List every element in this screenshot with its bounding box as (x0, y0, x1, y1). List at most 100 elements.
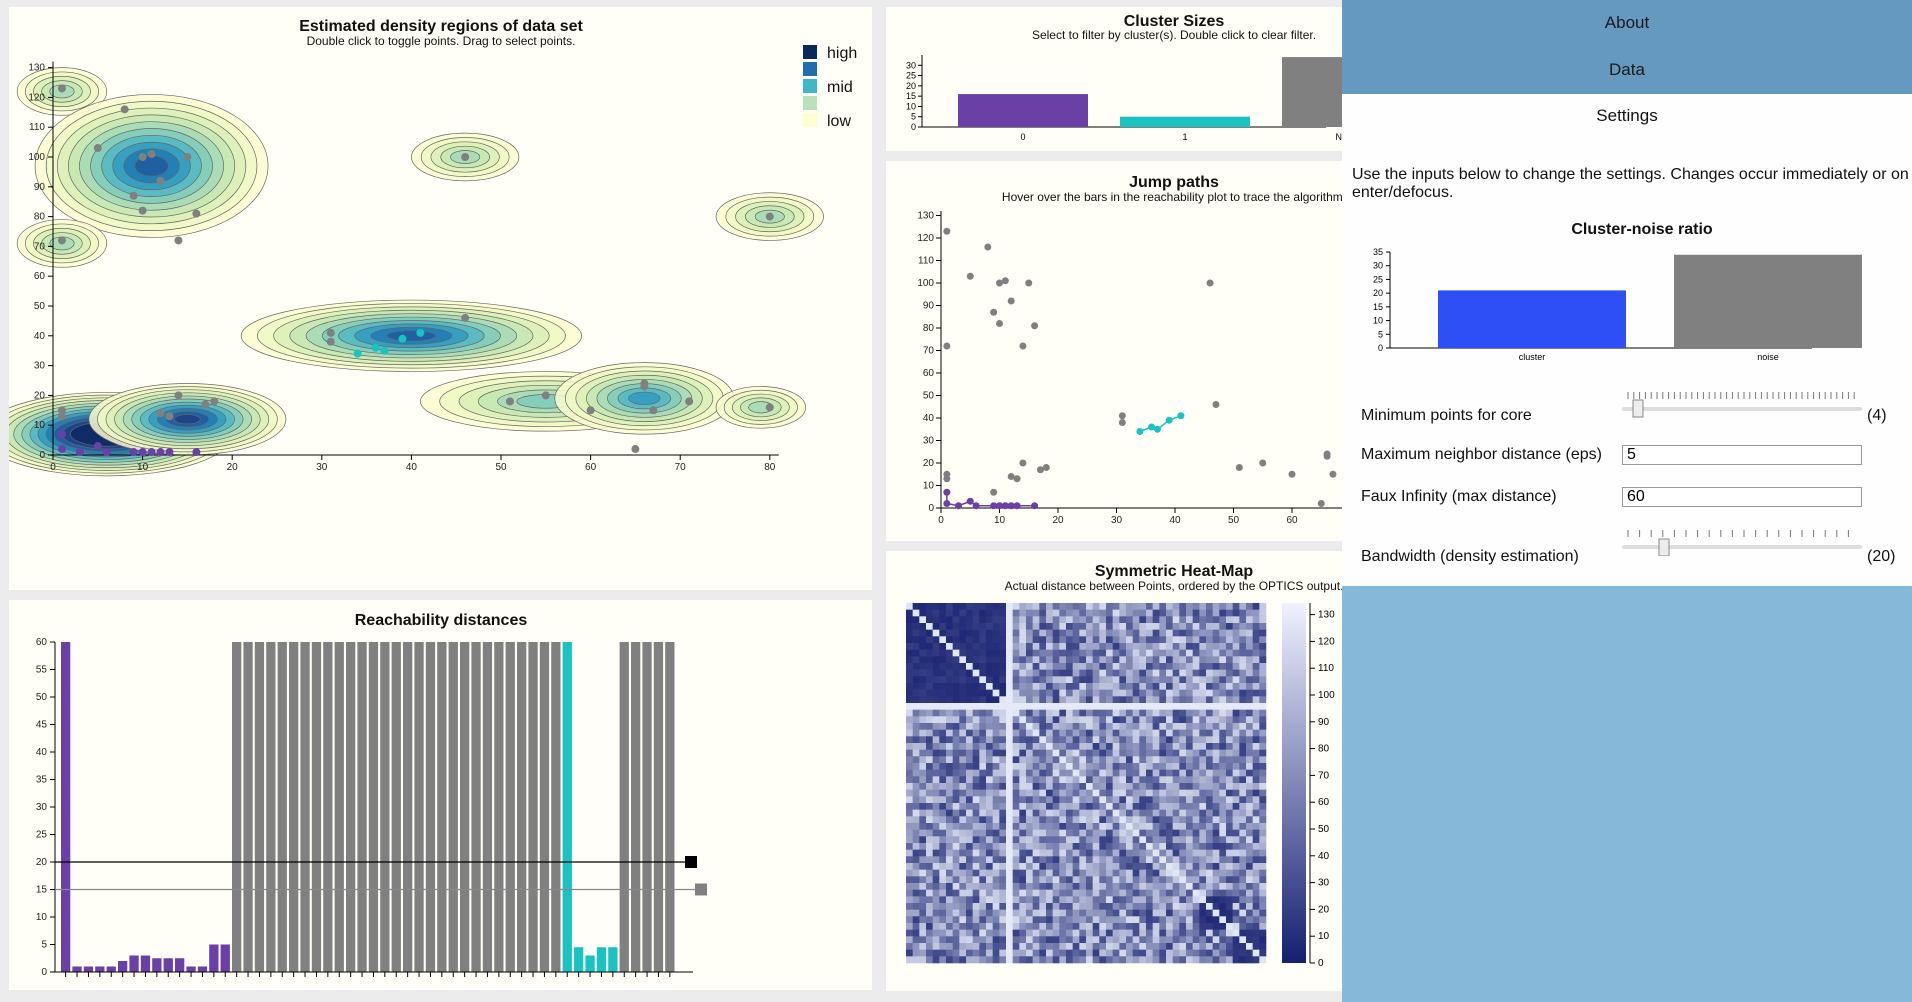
jump-paths-plot[interactable]: 0102030405060708001020304050607080901001… (917, 211, 1346, 527)
heatmap-cell (1046, 870, 1053, 877)
heatmap-cell (1026, 856, 1033, 863)
cluster-sizes-bars[interactable]: 05101520253001Noise (906, 55, 1346, 142)
heatmap-cell (973, 883, 980, 890)
heatmap-cell (1226, 623, 1233, 630)
menu-settings[interactable]: Settings (1342, 94, 1912, 138)
eps-input[interactable] (1622, 445, 1862, 465)
heatmap-cell (1146, 870, 1153, 877)
heatmap-cell (1193, 676, 1200, 683)
heatmap-cell (1179, 730, 1186, 737)
data-point (640, 382, 648, 390)
heatmap-cell (1179, 723, 1186, 730)
heatmap-cell (1013, 823, 1020, 830)
menu-about[interactable]: About (1342, 0, 1912, 46)
heatmap-cell (919, 910, 926, 917)
heatmap-cell (1119, 776, 1126, 783)
heatmap-cell (1226, 696, 1233, 703)
heatmap-cell (1119, 790, 1126, 797)
heatmap-cell (1239, 923, 1246, 930)
heatmap-cell (1213, 650, 1220, 657)
heatmap-cell (1046, 850, 1053, 857)
heatmap-cell (1153, 863, 1160, 870)
heatmap-cell (946, 663, 953, 670)
heatmap-cell (1059, 656, 1066, 663)
heatmap-cell (1139, 810, 1146, 817)
menu-data[interactable]: Data (1342, 46, 1912, 94)
heatmap-cell (1006, 843, 1013, 850)
heatmap-cell (1159, 603, 1166, 610)
jump-paths-panel: Jump paths Hover over the bars in the re… (886, 161, 1346, 541)
heatmap-cell (933, 723, 940, 730)
jump-paths-chart[interactable]: Jump paths Hover over the bars in the re… (886, 161, 1346, 541)
heatmap-cell (1019, 816, 1026, 823)
heatmap-cell (1119, 896, 1126, 903)
heatmap-cell (1039, 776, 1046, 783)
heatmap-cell (1046, 916, 1053, 923)
heatmap-cell (1226, 930, 1233, 937)
heatmap-cell (953, 750, 960, 757)
heatmap-cell (1179, 870, 1186, 877)
heatmap-cell (1153, 736, 1160, 743)
bandwidth-slider[interactable] (1622, 526, 1862, 556)
reachability-bar (312, 642, 321, 972)
heatmap-cell (993, 843, 1000, 850)
min-points-slider[interactable] (1622, 388, 1862, 418)
heatmap-cell (1219, 683, 1226, 690)
heatmap-cell (1186, 696, 1193, 703)
heatmap-cell (1233, 756, 1240, 763)
heatmap-chart[interactable]: Symmetric Heat-Map Actual distance betwe… (886, 551, 1346, 991)
heatmap-cell (1006, 643, 1013, 650)
heatmap-cell (919, 903, 926, 910)
heatmap-cell (1046, 790, 1053, 797)
heatmap-cell (953, 823, 960, 830)
reachability-bars[interactable] (61, 642, 675, 972)
heatmap-cell (1099, 776, 1106, 783)
legend-swatch (803, 79, 817, 93)
heatmap-cell (1086, 636, 1093, 643)
heatmap-cell (966, 830, 973, 837)
heatmap-cell (986, 676, 993, 683)
heatmap-cell (1073, 803, 1080, 810)
heatmap-cell (919, 883, 926, 890)
heatmap-cell (1079, 850, 1086, 857)
heatmap-cell (1219, 716, 1226, 723)
heatmap-cell (1186, 950, 1193, 957)
reachability-chart[interactable]: Reachability distances 05101520253035404… (9, 600, 872, 990)
heatmap-cell (1099, 896, 1106, 903)
heatmap-cell (1106, 616, 1113, 623)
heatmap-cell (1119, 616, 1126, 623)
x-tick-label: 60 (1286, 515, 1298, 526)
heatmap-cell (1246, 856, 1253, 863)
data-point (1014, 475, 1021, 482)
min-points-slider-handle[interactable] (1633, 400, 1643, 417)
heatmap-cell (926, 650, 933, 657)
bandwidth-label: Bandwidth (density estimation) (1361, 548, 1579, 566)
cluster-sizes-chart[interactable]: Cluster Sizes Select to filter by cluste… (886, 7, 1346, 151)
heatmap-cell (993, 903, 1000, 910)
density-chart[interactable]: Estimated density regions of data set Do… (9, 7, 872, 590)
y-tick-label: 120 (917, 233, 934, 244)
heatmap-cell (1073, 623, 1080, 630)
heatmap-cell (1139, 870, 1146, 877)
heatmap-cell (1146, 823, 1153, 830)
reachability-bar (209, 945, 218, 973)
heatmap-cell (1226, 776, 1233, 783)
faux-infinity-input[interactable] (1622, 487, 1862, 507)
bandwidth-slider-handle[interactable] (1659, 539, 1669, 556)
data-point (58, 84, 66, 92)
x-tick-label: 80 (764, 462, 776, 473)
data-point (210, 397, 218, 405)
heatmap-cell (1059, 896, 1066, 903)
heatmap-cell (1259, 730, 1266, 737)
heatmap-cell (1246, 803, 1253, 810)
heatmap-cell (906, 610, 913, 617)
heatmap-cell (966, 743, 973, 750)
heatmap-cells[interactable] (906, 603, 1266, 963)
data-point-cluster-1 (398, 335, 406, 343)
heatmap-cell (1033, 803, 1040, 810)
heatmap-cell (1093, 823, 1100, 830)
heatmap-cell (1113, 723, 1120, 730)
heatmap-cell (1119, 836, 1126, 843)
heatmap-cell (1219, 950, 1226, 957)
heatmap-cell (1019, 783, 1026, 790)
